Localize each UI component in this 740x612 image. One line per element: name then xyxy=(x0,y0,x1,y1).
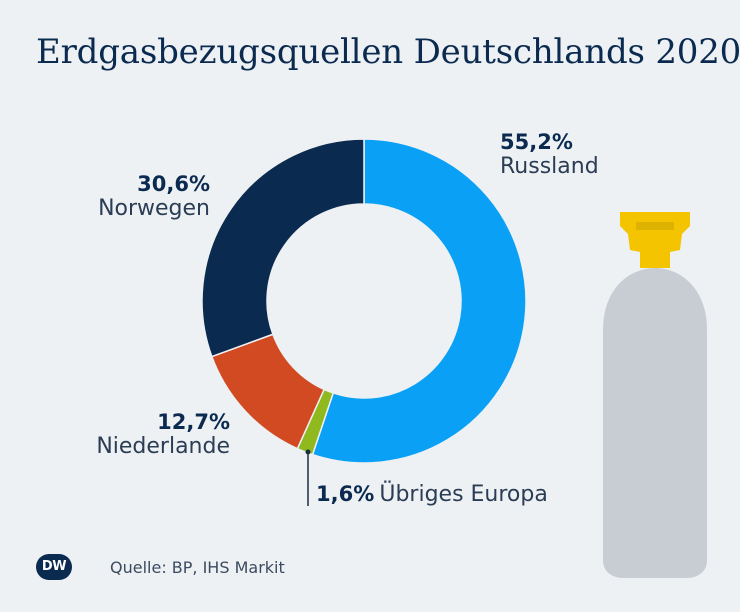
pct-russland: 55,2% xyxy=(500,130,573,154)
pct-niederlande: 12,7% xyxy=(157,410,230,434)
name-niederlande: Niederlande xyxy=(96,434,230,459)
label-uebriges: 1,6% Übriges Europa xyxy=(316,482,548,507)
name-russland: Russland xyxy=(500,154,599,179)
source-note: Quelle: BP, IHS Markit xyxy=(110,558,285,577)
slice-norwegen xyxy=(201,138,365,358)
name-norwegen: Norwegen xyxy=(98,196,210,221)
pct-uebriges: 1,6% xyxy=(316,482,375,506)
leader-dot xyxy=(305,449,311,455)
name-uebriges: Übriges Europa xyxy=(379,482,548,507)
chart-title: Erdgasbezugsquellen Deutschlands 2020 xyxy=(36,32,740,72)
donut-slices xyxy=(201,138,527,464)
label-niederlande: 12,7% Niederlande xyxy=(96,410,230,459)
label-norwegen: 30,6% Norwegen xyxy=(98,172,210,221)
slice-russland xyxy=(311,138,527,464)
pct-norwegen: 30,6% xyxy=(137,172,210,196)
label-russland: 55,2% Russland xyxy=(500,130,599,179)
gas-cylinder-icon xyxy=(603,212,707,578)
dw-logo: DW xyxy=(36,554,72,580)
